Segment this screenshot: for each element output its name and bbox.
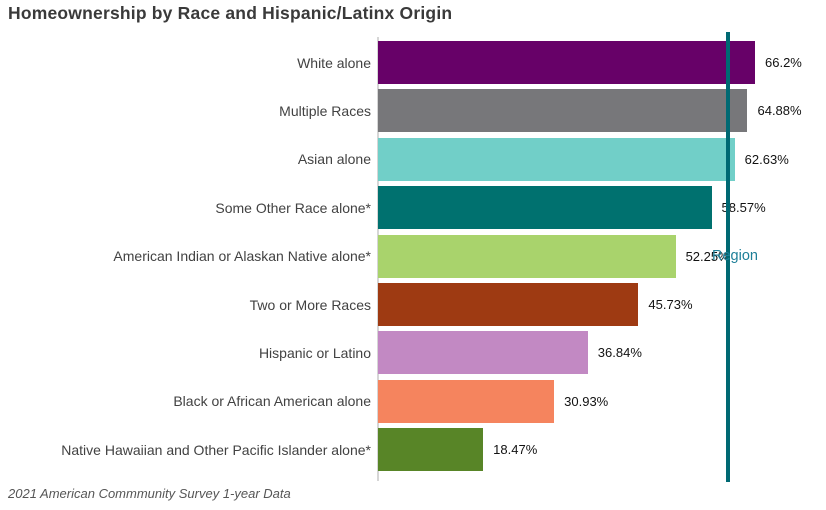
bar-hispanic-or-latino[interactable]: [378, 331, 588, 375]
value-label: 64.88%: [757, 103, 802, 119]
category-label: Some Other Race alone*: [215, 199, 371, 216]
category-label: American Indian or Alaskan Native alone*: [113, 248, 371, 265]
category-label: Black or African American alone: [173, 393, 371, 410]
bar-row: American Indian or Alaskan Native alone*…: [0, 234, 826, 278]
bar-black-or-african-american-alone[interactable]: [378, 379, 555, 423]
value-label: 30.93%: [564, 393, 609, 409]
bar-row: Native Hawaiian and Other Pacific Island…: [0, 428, 826, 472]
bar-row: Asian alone 62.63%: [0, 137, 826, 181]
value-label: 66.2%: [765, 55, 802, 70]
category-label: Multiple Races: [279, 102, 371, 119]
source-note: 2021 American Commmunity Survey 1-year D…: [8, 486, 291, 501]
bar-row: Multiple Races 64.88%: [0, 89, 826, 133]
chart-title: Homeownership by Race and Hispanic/Latin…: [8, 3, 453, 23]
value-label: 62.63%: [744, 151, 789, 167]
bar-row: Hispanic or Latino 36.84%: [0, 331, 826, 375]
bar-native-hawaiian-and-other-pacific-islander-alone[interactable]: [378, 428, 484, 472]
bar-row: Black or African American alone 30.93%: [0, 379, 826, 423]
value-label: 58.57%: [721, 200, 766, 216]
region-reference-line: [725, 32, 730, 482]
bar-american-indian-or-alaskan-native-alone[interactable]: [378, 234, 676, 278]
bar-two-or-more-races[interactable]: [378, 283, 639, 326]
bar-row: White alone 66.2%: [0, 41, 826, 84]
bar-asian-alone[interactable]: [378, 137, 735, 181]
value-label: 18.47%: [493, 442, 538, 458]
category-label: Native Hawaiian and Other Pacific Island…: [61, 441, 371, 458]
category-label: Hispanic or Latino: [258, 344, 371, 361]
bar-row: Two or More Races 45.73%: [0, 283, 826, 326]
bar-row: Some Other Race alone* 58.57%: [0, 186, 826, 230]
bar-white-alone[interactable]: [378, 41, 755, 84]
bar-multiple-races[interactable]: [378, 89, 748, 133]
value-label: 36.84%: [597, 345, 642, 361]
category-label: Asian alone: [297, 151, 371, 168]
category-label: Two or More Races: [249, 296, 371, 313]
bar-some-other-race-alone[interactable]: [378, 186, 712, 230]
category-label: White alone: [297, 54, 371, 71]
value-label: 52.25%: [685, 248, 730, 264]
value-label: 45.73%: [648, 297, 693, 312]
region-reference-label: Region: [712, 248, 758, 264]
